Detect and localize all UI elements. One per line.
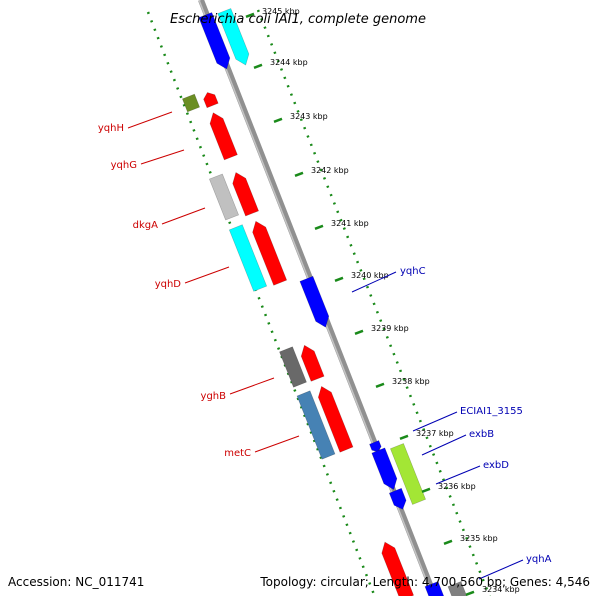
accession-text: Accession: NC_011741 [8, 575, 144, 589]
tick-mark [421, 487, 431, 493]
gene-label-yqhD[interactable]: yqhD [155, 279, 182, 290]
tick-mark [245, 12, 255, 18]
tick-mark [465, 590, 475, 596]
tick-mark [354, 329, 364, 335]
tick-label: 3236 kbp [438, 482, 476, 491]
gene-label-group: yqhH yqhG dkgA yqhD yghB metC yqhC ECIAI1_3155e… [98, 111, 552, 580]
feature-red-dkgA [232, 172, 259, 217]
leader-line-yqhC [351, 271, 397, 293]
leader-line-dkgA [161, 207, 206, 225]
leader-line-yqhG [140, 149, 185, 165]
feature-metC-red [317, 385, 354, 453]
leader-line-ECIAI1_3155 [412, 411, 458, 432]
gene-label-yqhA[interactable]: yqhA [526, 554, 552, 565]
gene-label-ECIAI1_3155[interactable]: ECIAI1_3155 [460, 406, 523, 417]
feature-yqhD-cyan [228, 224, 268, 292]
tick-label: 3244 kbp [270, 58, 308, 67]
feature-red-bottom [381, 541, 414, 596]
gene-label-metC[interactable]: metC [224, 448, 251, 459]
tick-label: 3234 kbp [482, 585, 520, 594]
feature-exbD-blue [388, 487, 407, 510]
gene-label-yqhH[interactable]: yqhH [98, 123, 124, 134]
feature-block-cyan [217, 8, 250, 66]
feature-yghB-red [300, 344, 325, 382]
gene-label-exbD[interactable]: exbD [483, 460, 509, 471]
feature-yqhC-blue [299, 275, 330, 328]
tick-mark [399, 434, 409, 440]
leader-line-exbB [421, 434, 467, 456]
tick-label: 3237 kbp [416, 429, 454, 438]
topology-text: Topology: circular; Length: 4,700,560 bp… [259, 575, 590, 589]
feature-yghB-darkgrey [279, 346, 307, 388]
gene-label-yqhG[interactable]: yqhG [111, 160, 137, 171]
tick-mark [334, 276, 344, 282]
feature-exbB-blue [371, 447, 398, 490]
feature-grey-bottom [447, 581, 468, 596]
leader-line-yghB [229, 377, 275, 395]
feature-ECIAI1-blue-small [369, 440, 382, 452]
outer-tick-ring [256, 9, 491, 596]
feature-dkgA-grey [209, 173, 239, 221]
tick-mark [294, 171, 304, 177]
feature-green-block [390, 443, 426, 505]
leader-line-yqhA [478, 559, 524, 580]
leader-line-yqhD [184, 266, 230, 284]
feature-metC-steelblue [296, 390, 336, 460]
tick-label: 3241 kbp [331, 219, 369, 228]
gene-label-exbB[interactable]: exbB [469, 429, 494, 440]
gene-label-dkgA[interactable]: dkgA [133, 220, 158, 231]
feature-red-small [203, 92, 219, 109]
tick-label: 3242 kbp [311, 166, 349, 175]
feature-block-blue [198, 12, 231, 70]
gene-features [182, 8, 468, 596]
feature-yqhG-red [209, 112, 238, 161]
tick-label: 3235 kbp [460, 534, 498, 543]
tick-label: 3239 kbp [371, 324, 409, 333]
leader-line-metC [254, 435, 300, 453]
tick-marks: 3245 kbp 3244 kbp 3243 kbp 3242 kbp 3241 kbp… [245, 7, 520, 596]
tick-label: 3243 kbp [290, 112, 328, 121]
tick-mark [314, 224, 324, 230]
tick-label: 3245 kbp [262, 7, 300, 16]
feature-yqhD-red [252, 220, 288, 286]
leader-line-exbD [435, 465, 481, 485]
tick-mark [253, 63, 263, 69]
tick-label: 3240 kbp [351, 271, 389, 280]
leader-line-yqhH [127, 111, 173, 129]
tick-label: 3238 kbp [392, 377, 430, 386]
gene-label-yghB[interactable]: yghB [201, 391, 227, 402]
tick-mark [273, 117, 283, 123]
tick-mark [443, 539, 453, 545]
feature-yqhH-olive [182, 93, 200, 113]
tick-mark [375, 382, 385, 388]
gene-label-yqhC[interactable]: yqhC [400, 266, 426, 277]
genome-title: Escherichia coli IAI1, complete genome [170, 12, 426, 27]
feature-blue-bottom [424, 581, 445, 596]
